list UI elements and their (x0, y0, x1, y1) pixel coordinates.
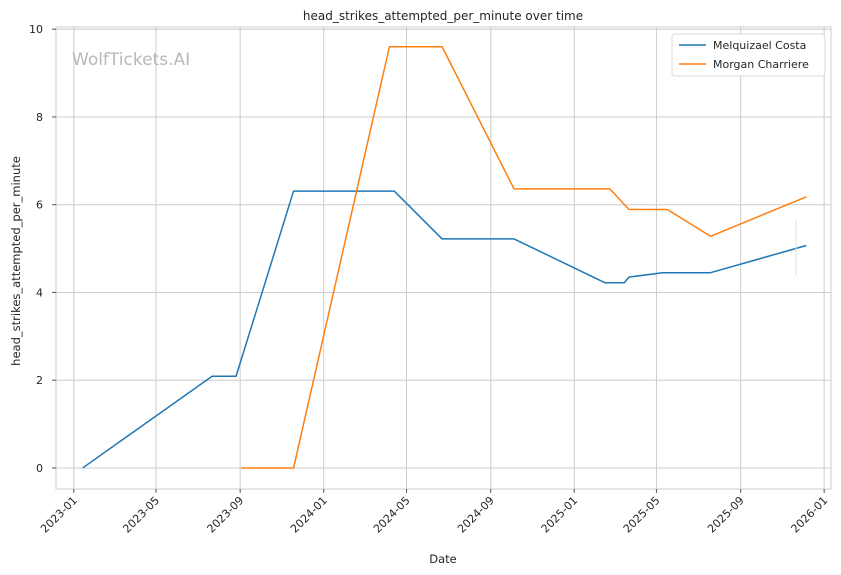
y-tick-label: 10 (29, 23, 43, 36)
x-tick-label: 2026-01 (789, 494, 831, 536)
grid (56, 27, 831, 489)
y-tick-label: 8 (36, 111, 43, 124)
x-tick-label: 2023-09 (205, 494, 247, 536)
x-tick-label: 2023-05 (120, 494, 162, 536)
x-tick-label: 2024-01 (288, 494, 330, 536)
legend-label-melquizael-costa: Melquizael Costa (713, 39, 806, 52)
y-tick-label: 2 (36, 374, 43, 387)
plot-background (56, 27, 831, 489)
x-axis-label: Date (429, 552, 457, 566)
x-tick-label: 2025-01 (539, 494, 581, 536)
chart-title: head_strikes_attempted_per_minute over t… (303, 9, 583, 23)
y-ticks: 0 2 4 6 8 10 (29, 23, 56, 475)
legend: Melquizael Costa Morgan Charriere (671, 33, 826, 77)
y-tick-label: 6 (36, 199, 43, 212)
legend-label-morgan-charriere: Morgan Charriere (713, 58, 809, 71)
x-tick-label: 2023-01 (38, 494, 80, 536)
y-tick-label: 4 (36, 286, 43, 299)
x-ticks: 2023-01 2023-05 2023-09 2024-01 2024-05 2024-… (38, 489, 830, 536)
x-tick-label: 2024-05 (371, 494, 413, 536)
y-tick-label: 0 (36, 462, 43, 475)
legend-box (671, 33, 826, 77)
series-line-melquizael-costa (82, 190, 807, 469)
y-axis-label: head_strikes_attempted_per_minute (9, 156, 23, 366)
plot-frame (55, 26, 832, 490)
x-tick-label: 2025-05 (621, 494, 663, 536)
x-tick-label: 2024-09 (455, 494, 497, 536)
x-tick-label: 2025-09 (705, 494, 747, 536)
series-line-morgan-charriere (240, 45, 807, 469)
watermark: WolfTickets.AI (72, 50, 190, 70)
series-lines (82, 45, 807, 469)
